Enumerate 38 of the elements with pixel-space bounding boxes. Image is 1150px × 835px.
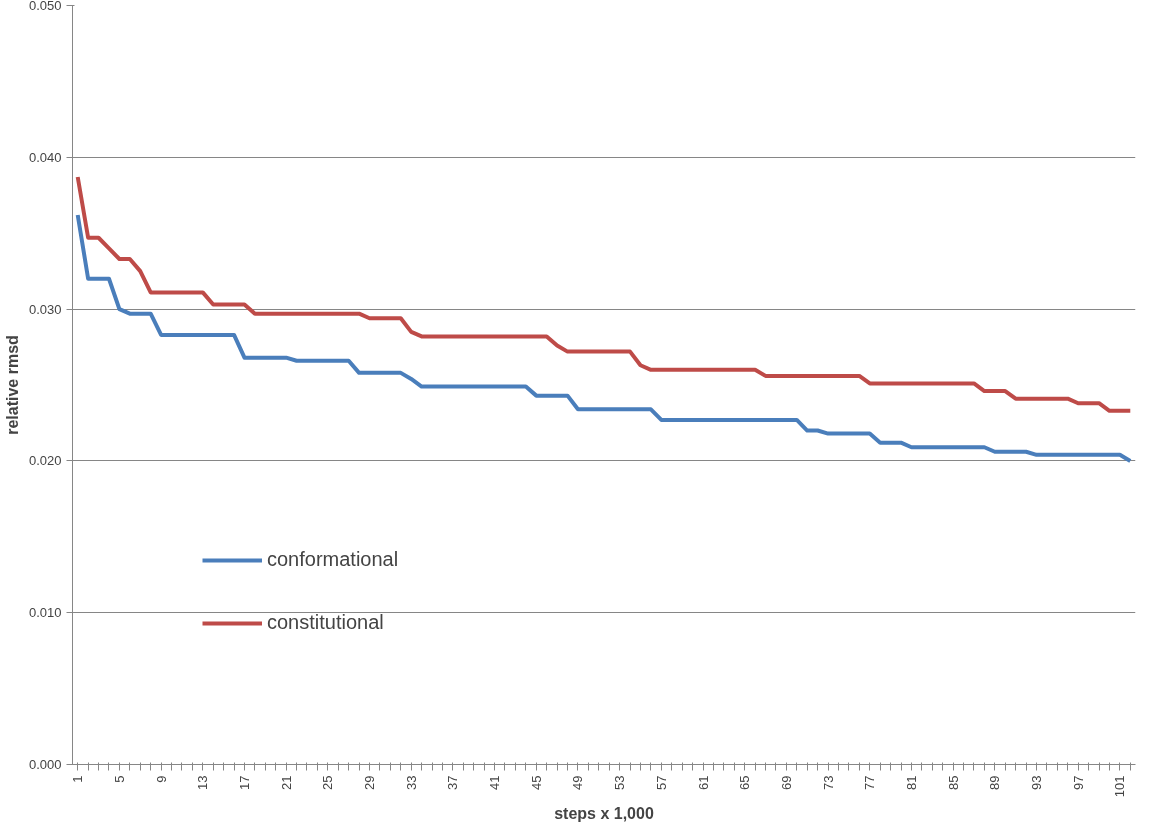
y-tick-label: 0.050 bbox=[28, 0, 62, 13]
x-tick-label: 25 bbox=[320, 775, 336, 790]
x-tick-label: 41 bbox=[487, 775, 503, 790]
x-tick-label: 29 bbox=[362, 775, 378, 790]
legend-label: conformational bbox=[267, 548, 399, 571]
line-series bbox=[75, 212, 1133, 463]
x-tick-label: 53 bbox=[612, 775, 628, 790]
y-tick-label: 0.020 bbox=[28, 453, 62, 469]
y-tick-label: 0.010 bbox=[28, 605, 62, 621]
y-axis-title: relative rmsd bbox=[3, 335, 21, 435]
y-tick-label: 0.030 bbox=[28, 301, 62, 317]
x-tick-label: 101 bbox=[1112, 775, 1128, 798]
x-axis-title: steps x 1,000 bbox=[554, 805, 654, 823]
legend-label: constitutional bbox=[267, 611, 384, 634]
x-tick-label: 33 bbox=[403, 775, 419, 790]
x-tick-label: 97 bbox=[1070, 775, 1086, 790]
x-tick-label: 85 bbox=[945, 775, 961, 790]
x-tick-label: 77 bbox=[862, 775, 878, 790]
x-tick-label: 57 bbox=[653, 775, 669, 790]
x-tick-label: 1 bbox=[70, 775, 86, 783]
x-tick-label: 13 bbox=[195, 775, 211, 790]
x-tick-label: 73 bbox=[820, 775, 836, 790]
x-tick-label: 93 bbox=[1029, 775, 1044, 790]
line-series bbox=[75, 175, 1133, 413]
x-tick-label: 21 bbox=[278, 775, 294, 790]
x-tick-label: 61 bbox=[695, 775, 711, 790]
x-tick-label: 89 bbox=[987, 775, 1003, 790]
x-tick-label: 81 bbox=[903, 775, 919, 790]
y-tick-label: 0.000 bbox=[28, 757, 62, 772]
x-tick-label: 37 bbox=[445, 775, 461, 790]
x-tick-label: 65 bbox=[737, 775, 753, 790]
x-tick-label: 49 bbox=[570, 775, 586, 790]
x-tick-label: 69 bbox=[778, 775, 794, 790]
x-tick-label: 9 bbox=[153, 775, 169, 783]
y-tick-label: 0.040 bbox=[28, 149, 62, 165]
x-tick-label: 17 bbox=[236, 775, 252, 790]
x-tick-label: 45 bbox=[528, 775, 544, 790]
x-tick-label: 5 bbox=[111, 775, 127, 783]
